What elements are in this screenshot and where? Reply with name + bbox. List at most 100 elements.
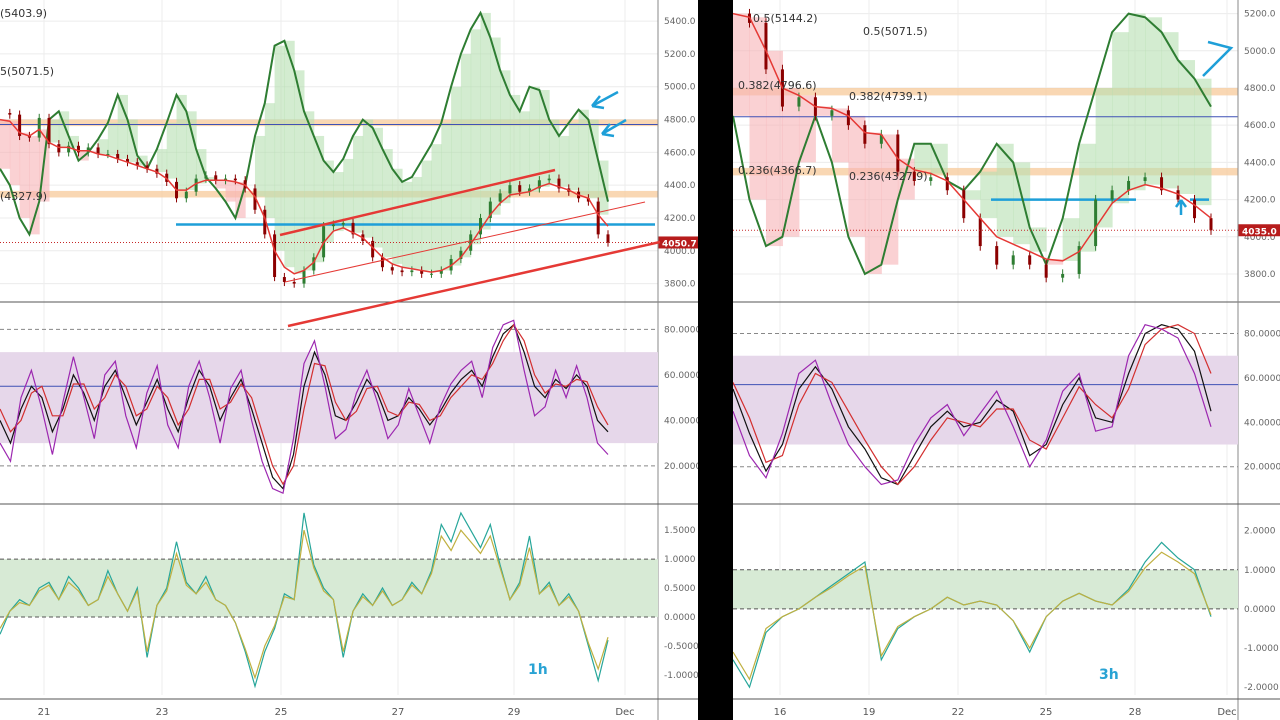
cloud-segment xyxy=(382,149,393,258)
osc1-tick-label: 20.0000 xyxy=(664,462,698,472)
candle-body xyxy=(846,110,850,126)
cloud-segment xyxy=(107,122,119,156)
candle-body xyxy=(929,177,933,181)
candle-body xyxy=(1209,218,1213,231)
fib-label: 0.382(4796.6) xyxy=(738,79,817,92)
cloud-segment xyxy=(490,37,501,215)
candle-body xyxy=(47,117,51,145)
cloud-segment xyxy=(470,29,482,245)
cloud-segment xyxy=(19,132,30,218)
price-tick-label: 5000.0 xyxy=(1244,47,1276,57)
osc1-series-line xyxy=(0,319,609,495)
cloud-segment xyxy=(549,119,560,184)
fib-label: 0.5(5071.5) xyxy=(863,25,928,38)
candle-body xyxy=(135,162,139,166)
candle-body xyxy=(1193,199,1197,219)
x-tick-label: 22 xyxy=(952,707,965,718)
annotation-arrow-icon xyxy=(591,90,619,110)
candle-body xyxy=(557,178,561,189)
x-tick-label: 16 xyxy=(774,707,787,718)
cloud-segment xyxy=(372,127,383,248)
last-price-label: 4035.0 xyxy=(1242,227,1277,237)
channel-upper-line xyxy=(279,168,556,237)
baseline-line xyxy=(733,12,1212,262)
cloud-segment xyxy=(68,135,79,148)
cloud-segment xyxy=(353,135,364,233)
cloud-segment xyxy=(539,90,550,187)
candle-body xyxy=(1160,177,1164,191)
candle-body xyxy=(371,240,375,258)
price-tick-label: 5000.0 xyxy=(664,83,696,93)
candle-body xyxy=(528,188,532,192)
cloud-segment xyxy=(431,144,442,273)
cloud-segment xyxy=(864,132,882,274)
cloud-segment xyxy=(254,135,266,197)
cloud-segment xyxy=(205,176,217,181)
candle-body xyxy=(400,270,404,273)
cloud-segment xyxy=(333,172,344,232)
cloud-segment xyxy=(460,53,472,258)
candle-body xyxy=(116,154,120,159)
channel-lower-line xyxy=(287,240,661,328)
cloud-segment xyxy=(117,94,128,159)
fib-band xyxy=(733,87,1238,96)
cloud-segment xyxy=(519,111,531,194)
osc2-tick-label: 0.0000 xyxy=(1244,605,1276,615)
fib-label: 0.5(5144.2) xyxy=(753,12,818,25)
candle-body xyxy=(596,201,600,235)
cloud-segment xyxy=(58,111,70,148)
cloud-segment xyxy=(1194,78,1212,206)
osc2-tick-label: -1.0000 xyxy=(1244,644,1279,654)
cloud-segment xyxy=(156,149,168,173)
candle-body xyxy=(459,250,463,259)
osc1-tick-label: 60.0000 xyxy=(664,371,698,381)
candle-body xyxy=(243,180,247,189)
candle-body xyxy=(498,193,502,202)
candle-body xyxy=(537,180,541,189)
price-tick-label: 4600.0 xyxy=(1244,121,1276,131)
candle-body xyxy=(380,257,384,268)
osc2-tick-label: 0.5000 xyxy=(664,584,696,594)
candle-body xyxy=(420,270,424,274)
cloud-segment xyxy=(362,119,374,238)
fib-band xyxy=(0,119,658,127)
x-tick-label: Dec xyxy=(615,707,634,718)
cloud-segment xyxy=(313,135,325,263)
x-tick-label: Dec xyxy=(1217,707,1236,718)
cloud-segment xyxy=(480,12,491,230)
cloud-segment xyxy=(509,94,521,196)
cloud-segment xyxy=(186,111,197,191)
cloud-segment xyxy=(421,160,432,271)
cloud-segment xyxy=(323,160,334,243)
candle-body xyxy=(204,175,208,179)
candle-body xyxy=(488,201,492,218)
candle-body xyxy=(331,224,335,227)
cloud-segment xyxy=(294,70,305,274)
oscillator-envelope-line xyxy=(0,10,609,237)
candle-body xyxy=(302,270,306,284)
price-tick-label: 3800.0 xyxy=(664,280,696,290)
cloud-segment xyxy=(598,160,609,215)
candle-body xyxy=(224,178,228,181)
candle-body xyxy=(606,234,610,243)
candle-body xyxy=(830,110,834,116)
cloud-segment xyxy=(1145,17,1163,185)
candle-body xyxy=(351,222,355,235)
x-tick-label: 25 xyxy=(1040,707,1053,718)
candle-body xyxy=(479,217,483,235)
cloud-segment xyxy=(558,135,570,187)
candle-body xyxy=(1044,264,1048,278)
cloud-segment xyxy=(963,190,981,200)
panel-separator xyxy=(698,0,733,720)
cloud-segment xyxy=(782,87,800,237)
osc1-band xyxy=(0,352,658,444)
price-tick-label: 4000.0 xyxy=(1244,233,1276,243)
candle-body xyxy=(292,281,296,284)
fib-label: 0.236(4366.7) xyxy=(738,164,817,177)
cloud-segment xyxy=(49,119,60,143)
x-tick-label: 27 xyxy=(392,707,405,718)
candle-body xyxy=(341,222,345,225)
cloud-segment xyxy=(274,45,285,251)
osc1-tick-label: 80.0000 xyxy=(1244,330,1280,340)
candle-body xyxy=(37,117,41,138)
